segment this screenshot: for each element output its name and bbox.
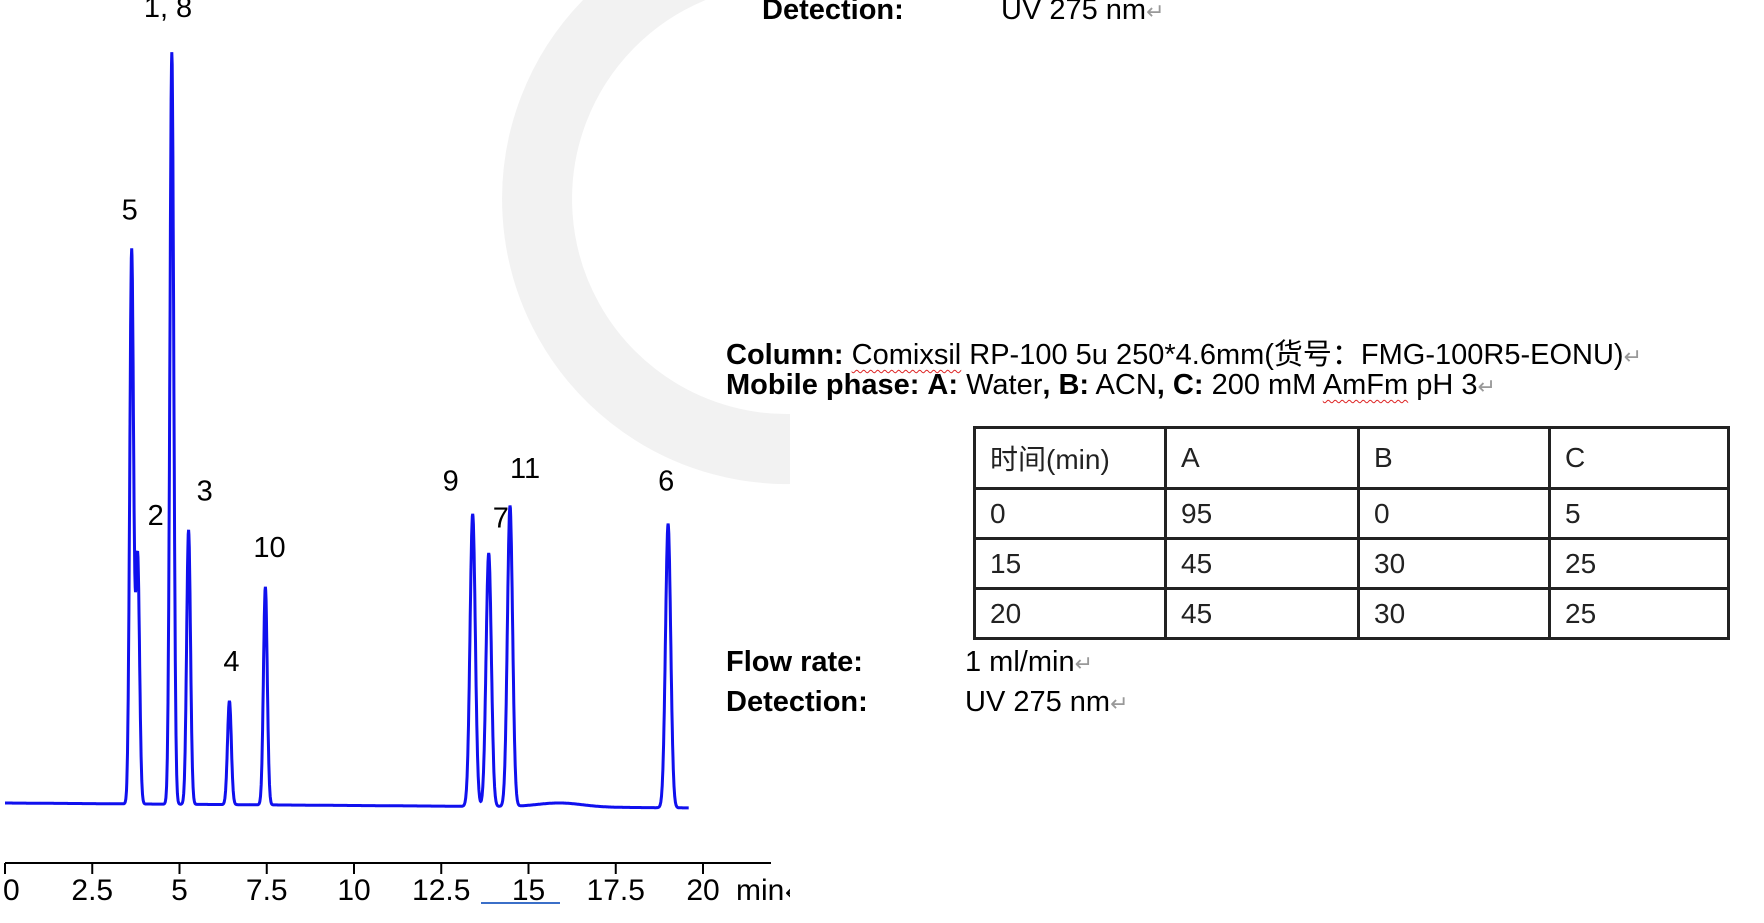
x-tick-label: 20 [686, 874, 719, 907]
mobile-phase-line: Mobile phase: A: Water, B: ACN, C: 200 m… [726, 369, 1496, 401]
detection-value: UV 275 nm↵ [965, 686, 1129, 719]
x-tick-label: 5 [171, 874, 188, 907]
paragraph-mark: ↵ [1623, 344, 1643, 369]
phase-a-value: Water [958, 369, 1043, 401]
peak-label: 9 [443, 465, 459, 497]
flow-rate-text: 1 ml/min [965, 646, 1075, 678]
peak-label: 2 [148, 500, 164, 532]
flow-rate-value: 1 ml/min↵ [965, 646, 1093, 679]
column-line: Column: Comixsil RP-100 5u 250*4.6mm(货号：… [726, 331, 1642, 373]
cell: 45 [1164, 587, 1360, 640]
paragraph-mark: ↵ [1074, 651, 1094, 676]
cell: 0 [973, 487, 1167, 541]
column-value: RP-100 5u 250*4.6mm(货号：FMG-100R5-EONU) [961, 339, 1624, 371]
gradient-table: 时间(min) A B C 0 95 0 5 15 45 30 25 20 45 30 25 [973, 425, 1730, 640]
cell: 95 [1164, 487, 1360, 541]
cell: 25 [1548, 537, 1730, 591]
top-detection-label: Detection: [762, 0, 904, 26]
phase-c-label: C: [1172, 369, 1204, 401]
top-detection-value: UV 275 nm↵ [1001, 0, 1165, 27]
cell: 25 [1548, 587, 1730, 640]
peak-label: 1, 8 [144, 0, 192, 24]
peak-label: 3 [197, 476, 213, 508]
phase-a-label: A: [927, 369, 959, 401]
x-tick-label: 10 [337, 874, 370, 907]
column-brand: Comixsil [851, 339, 962, 371]
table-row: 0 95 0 5 [973, 487, 1730, 541]
cell: 20 [973, 587, 1167, 640]
cell: 0 [1357, 487, 1551, 541]
mobile-phase-label: Mobile phase: [726, 369, 920, 401]
phase-b-value: ACN [1089, 369, 1157, 401]
table-header-row: 时间(min) A B C [973, 425, 1730, 491]
x-tick-label: 17.5 [587, 874, 645, 907]
peak-label: 11 [510, 453, 540, 485]
phase-c-value: 200 mM [1203, 369, 1323, 401]
paragraph-mark: ↵ [1110, 691, 1129, 716]
table-row: 20 45 30 25 [973, 587, 1730, 640]
detection-text: UV 275 nm [965, 686, 1111, 718]
flow-rate-label: Flow rate: [726, 646, 863, 678]
x-tick-label: 0 [3, 874, 20, 907]
peak-label: 4 [223, 646, 239, 678]
paragraph-mark: ↵ [1477, 374, 1496, 399]
header-c: C [1548, 425, 1730, 491]
peak-label: 5 [122, 195, 138, 227]
peak-label: 6 [658, 466, 674, 498]
chromatogram-trace [5, 52, 689, 810]
x-axis-label-mark: ↵ [785, 880, 790, 905]
peak-label: 7 [493, 503, 509, 535]
x-tick-label: 12.5 [412, 874, 470, 907]
peak-label: 10 [253, 532, 285, 564]
phase-c-buffer: AmFm [1322, 369, 1409, 401]
paragraph-mark: ↵ [1146, 0, 1165, 24]
header-a: A [1164, 425, 1360, 491]
watermark [502, 0, 790, 484]
x-axis-label: min [736, 874, 784, 907]
detection-label: Detection: [726, 686, 868, 718]
phase-b-label: B: [1058, 369, 1090, 401]
cell: 30 [1357, 537, 1551, 591]
x-tick-label: 15 [512, 874, 545, 907]
table-row: 15 45 30 25 [973, 537, 1730, 591]
phase-c-ph: pH 3 [1408, 369, 1478, 401]
chromatogram: 5 2 1, 8 3 4 10 9 711 6 0 2.5 5 7.5 10 12.5 15 17.5 20 m… [3, 0, 790, 907]
x-tick-label: 2.5 [71, 874, 113, 907]
cell: 45 [1164, 537, 1360, 591]
x-tick-label: 7.5 [246, 874, 288, 907]
top-detection-text: UV 275 nm [1001, 0, 1147, 26]
cell: 15 [973, 537, 1167, 591]
header-time: 时间(min) [973, 425, 1167, 491]
column-label: Column: [726, 339, 844, 371]
header-b: B [1357, 425, 1551, 491]
cell: 30 [1357, 587, 1551, 640]
cell: 5 [1548, 487, 1730, 541]
